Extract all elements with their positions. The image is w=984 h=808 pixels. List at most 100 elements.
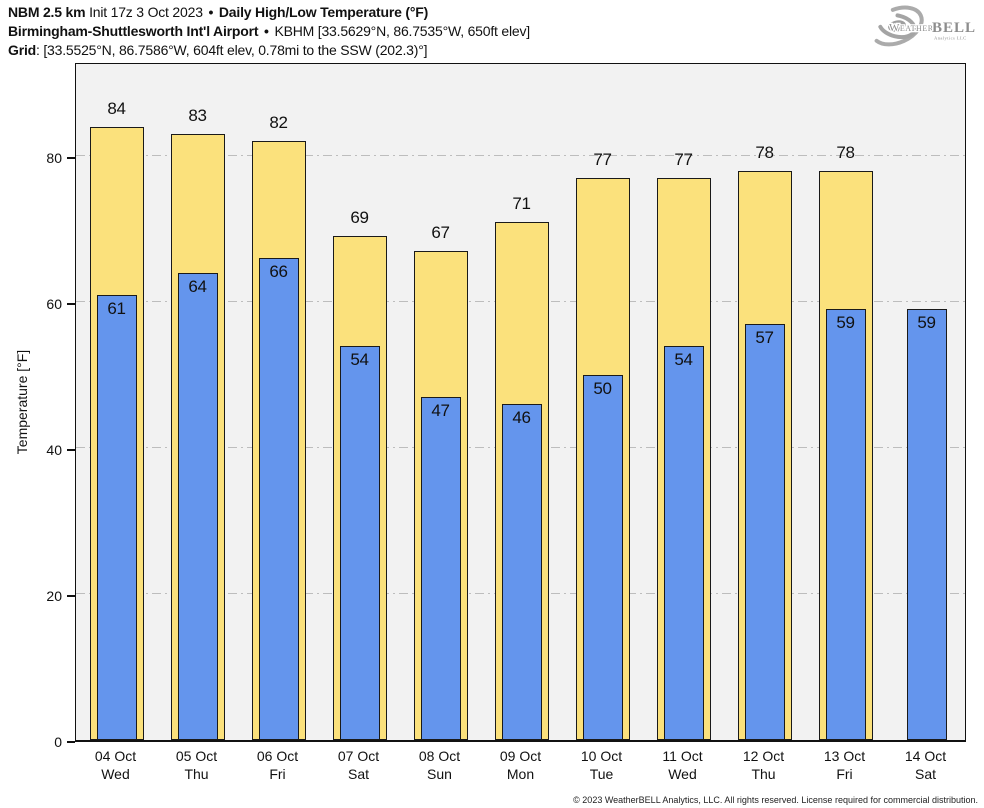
x-tick-label-14-Oct: 14 Oct Sat — [885, 747, 966, 783]
chart-header: NBM 2.5 km Init 17z 3 Oct 2023 • Daily H… — [8, 3, 530, 60]
x-label-weekday: Wed — [668, 766, 697, 782]
low-value-label: 61 — [107, 298, 126, 318]
gridline-80 — [76, 154, 965, 156]
chart-title: Daily High/Low Temperature (°F) — [218, 4, 429, 20]
low-bar-07-Oct: 54 — [339, 345, 380, 740]
x-label-weekday: Mon — [506, 766, 535, 782]
x-label-date: 06 Oct — [256, 748, 299, 764]
high-value-label: 67 — [431, 222, 450, 242]
header-line-2: Birmingham-Shuttlesworth Int'l Airport •… — [8, 22, 530, 41]
x-tick-label-09-Oct: 09 Oct Mon — [480, 747, 561, 783]
high-value-label: 82 — [269, 113, 288, 133]
x-tick-label-10-Oct: 10 Oct Tue — [561, 747, 642, 783]
x-axis: 04 Oct Wed 05 Oct Thu 06 Oct Fri 07 Oct Sat 08 O… — [75, 747, 966, 787]
y-tick-label-0: 0 — [54, 734, 62, 750]
x-label-date: 08 Oct — [418, 748, 461, 764]
low-value-label: 66 — [269, 262, 288, 282]
x-label-weekday: Fri — [269, 766, 286, 782]
low-bar-05-Oct: 64 — [177, 272, 218, 740]
x-tick-label-11-Oct: 11 Oct Wed — [642, 747, 723, 783]
x-tick-label-12-Oct: 12 Oct Thu — [723, 747, 804, 783]
weatherbell-logo: Weather BELL Analytics LLC — [870, 2, 982, 50]
low-bar-12-Oct: 57 — [744, 323, 785, 740]
x-label-date: 11 Oct — [662, 748, 703, 764]
y-tick-label-60: 60 — [46, 295, 62, 312]
y-tick-mark-0 — [67, 741, 75, 743]
high-value-label: 69 — [350, 208, 369, 228]
low-value-label: 46 — [512, 408, 531, 428]
x-label-date: 10 Oct — [580, 748, 623, 764]
low-bar-09-Oct: 46 — [501, 404, 542, 740]
y-tick-label-80: 80 — [46, 149, 62, 166]
x-label-weekday: Thu — [184, 766, 209, 782]
low-bar-10-Oct: 50 — [582, 374, 623, 740]
low-value-label: 57 — [755, 327, 774, 347]
low-bar-14-Oct: 59 — [906, 309, 947, 740]
high-value-label: 71 — [512, 193, 531, 213]
low-value-label: 54 — [350, 349, 369, 369]
bullet-separator: • — [208, 4, 214, 20]
grid-coordinates: : [33.5525°N, 86.7586°W, 604ft elev, 0.7… — [35, 42, 428, 58]
grid-label: Grid — [8, 42, 36, 58]
x-label-date: 05 Oct — [175, 748, 218, 764]
high-value-label: 83 — [188, 106, 207, 126]
x-label-weekday: Wed — [101, 766, 130, 782]
high-value-label: 84 — [107, 98, 126, 118]
x-label-date: 12 Oct — [742, 748, 785, 764]
x-label-date: 09 Oct — [499, 748, 542, 764]
low-bar-08-Oct: 47 — [420, 396, 461, 740]
low-value-label: 47 — [431, 400, 450, 420]
init-time: Init 17z 3 Oct 2023 — [89, 4, 203, 20]
x-label-date: 14 Oct — [904, 748, 947, 764]
x-tick-label-08-Oct: 08 Oct Sun — [399, 747, 480, 783]
header-line-3: Grid: [33.5525°N, 86.7586°W, 604ft elev,… — [8, 41, 530, 60]
logo-text-bell: BELL — [932, 20, 976, 36]
x-label-weekday: Thu — [751, 766, 776, 782]
y-tick-label-40: 40 — [46, 441, 62, 458]
header-line-1: NBM 2.5 km Init 17z 3 Oct 2023 • Daily H… — [8, 3, 530, 22]
low-bar-11-Oct: 54 — [663, 345, 704, 740]
bullet-separator: • — [264, 23, 269, 39]
low-value-label: 50 — [593, 378, 612, 398]
station-coordinates: KBHM [33.5629°N, 86.7535°W, 650ft elev] — [274, 23, 530, 39]
y-axis-title: Temperature [°F] — [14, 349, 30, 455]
x-label-date: 13 Oct — [823, 748, 866, 764]
logo-text-analytics: Analytics LLC — [934, 36, 967, 41]
x-tick-label-07-Oct: 07 Oct Sat — [318, 747, 399, 783]
hurricane-swirl-icon: Weather BELL Analytics LLC — [870, 5, 976, 47]
x-label-weekday: Tue — [589, 766, 614, 782]
high-value-label: 77 — [674, 149, 693, 169]
x-label-date: 04 Oct — [94, 748, 137, 764]
low-bar-04-Oct: 61 — [96, 294, 137, 740]
plot-area: 84 61 83 64 82 66 69 54 67 47 71 46 77 50 77 54 78 57 78 59… — [75, 63, 966, 742]
x-tick-label-04-Oct: 04 Oct Wed — [75, 747, 156, 783]
x-tick-label-05-Oct: 05 Oct Thu — [156, 747, 237, 783]
low-value-label: 64 — [188, 276, 207, 296]
model-name: NBM 2.5 km — [8, 4, 86, 20]
high-value-label: 77 — [593, 149, 612, 169]
low-bar-06-Oct: 66 — [258, 258, 299, 740]
y-tick-mark-40 — [67, 448, 75, 451]
copyright-notice: © 2023 WeatherBELL Analytics, LLC. All r… — [573, 795, 978, 805]
y-axis: 0 20 40 60 80 — [0, 63, 75, 750]
station-name: Birmingham-Shuttlesworth Int'l Airport — [8, 23, 259, 39]
x-label-date: 07 Oct — [337, 748, 380, 764]
low-value-label: 59 — [917, 313, 936, 333]
low-value-label: 59 — [836, 313, 855, 333]
y-tick-label-20: 20 — [46, 587, 62, 604]
x-label-weekday: Sat — [347, 766, 369, 782]
y-tick-mark-60 — [67, 302, 75, 305]
high-value-label: 78 — [836, 142, 855, 162]
x-label-weekday: Fri — [836, 766, 853, 782]
y-tick-mark-80 — [67, 156, 75, 159]
low-bar-13-Oct: 59 — [825, 309, 866, 740]
high-value-label: 78 — [755, 142, 774, 162]
y-tick-mark-20 — [67, 594, 75, 597]
x-label-weekday: Sat — [914, 766, 936, 782]
x-tick-label-06-Oct: 06 Oct Fri — [237, 747, 318, 783]
x-tick-label-13-Oct: 13 Oct Fri — [804, 747, 885, 783]
low-value-label: 54 — [674, 349, 693, 369]
logo-text-weather: Weather — [889, 22, 934, 34]
x-label-weekday: Sun — [427, 766, 452, 782]
